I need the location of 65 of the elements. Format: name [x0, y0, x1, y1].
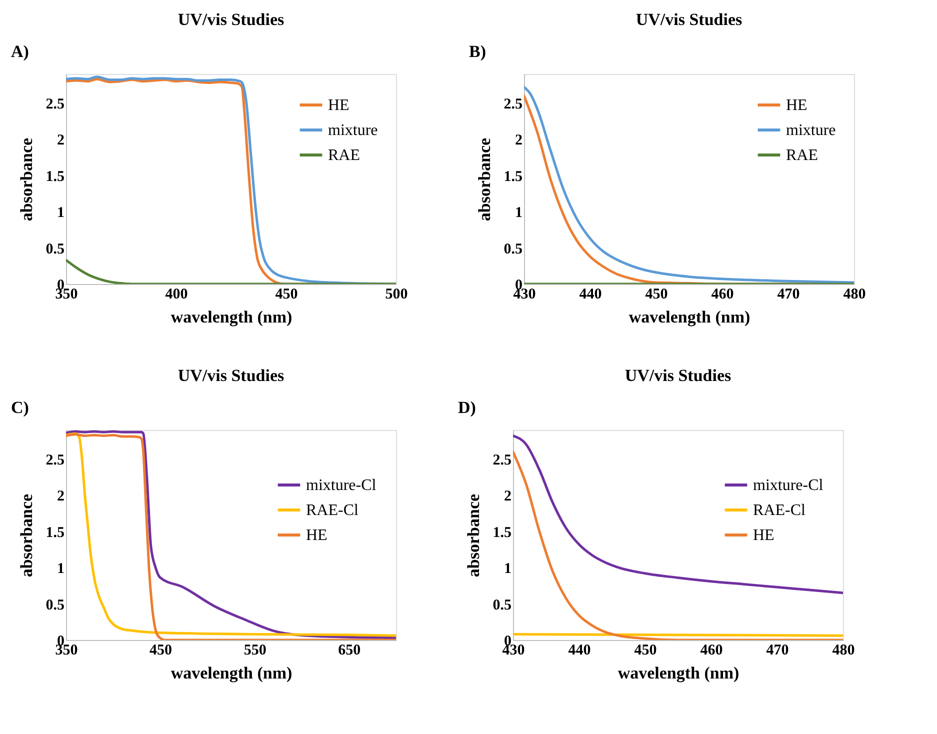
legend-label: mixture — [786, 122, 836, 139]
x-axis-title: wavelength (nm) — [170, 308, 292, 326]
text: C) — [11, 398, 29, 417]
chart-title: UV/vis Studies — [178, 366, 285, 385]
y-tick-label: 1 — [57, 205, 64, 222]
y-tick-label: 2 — [515, 132, 522, 149]
y-tick-label: 1.5 — [46, 524, 64, 541]
legend-label: RAE — [786, 147, 818, 164]
y-tick-label: 2.5 — [46, 452, 64, 468]
x-tick-label: 460 — [700, 642, 723, 658]
x-tick-label: 450 — [634, 642, 657, 658]
y-tick-label: 1 — [57, 561, 64, 578]
x-axis-title: wavelength (nm) — [628, 308, 750, 326]
x-tick-label: 450 — [645, 286, 668, 302]
y-tick-label: 0.5 — [492, 597, 512, 614]
y-axis-title: absorbance — [464, 493, 483, 578]
x-tick-label: 550 — [244, 642, 266, 658]
x-tick-label: 400 — [165, 286, 188, 302]
x-axis-title: wavelength (nm) — [170, 664, 292, 682]
x-tick-label: 470 — [766, 642, 789, 658]
y-tick-label: 0.5 — [46, 241, 64, 258]
legend-label: RAE-Cl — [753, 502, 806, 519]
y-tick-label: 2.5 — [46, 96, 64, 112]
x-tick-label: 450 — [275, 286, 298, 302]
chart-title: UV/vis Studies — [636, 10, 743, 29]
x-tick-label: 440 — [568, 642, 591, 658]
y-axis-title: absorbance — [16, 493, 36, 578]
x-tick-label: 480 — [832, 642, 855, 658]
legend-label: HE — [306, 527, 328, 544]
chart-title: UV/vis Studies — [178, 10, 285, 29]
legend-label: mixture — [328, 122, 378, 139]
y-tick-label: 1.5 — [46, 168, 64, 185]
x-tick-label: 460 — [711, 286, 734, 302]
y-tick-label: 2 — [57, 488, 64, 505]
y-tick-label: 2.5 — [492, 452, 512, 468]
x-tick-label: 450 — [150, 642, 172, 658]
legend-label: HE — [753, 527, 774, 544]
y-tick-label: 1.5 — [492, 524, 512, 541]
legend-label: HE — [328, 97, 350, 114]
x-tick-label: 480 — [843, 286, 866, 302]
text: B) — [469, 42, 486, 61]
y-tick-label: 1.5 — [504, 168, 522, 185]
legend-label: mixture-Cl — [753, 477, 824, 494]
line-series — [513, 434, 843, 594]
legend-label: RAE-Cl — [306, 502, 359, 519]
x-axis-title: wavelength (nm) — [618, 664, 740, 682]
text: D) — [458, 398, 476, 417]
text: A) — [11, 42, 29, 61]
legend-label: RAE — [328, 147, 360, 164]
y-axis-title: absorbance — [16, 137, 36, 222]
y-tick-label: 0.5 — [504, 241, 522, 258]
x-tick-label: 440 — [579, 286, 602, 302]
y-tick-label: 1 — [515, 205, 522, 222]
y-tick-label: 2 — [57, 132, 64, 149]
y-tick-label: 0.5 — [46, 597, 64, 614]
legend-label: HE — [786, 97, 808, 114]
x-tick-label: 650 — [338, 642, 361, 658]
y-axis-title: absorbance — [474, 137, 494, 222]
legend-label: mixture-Cl — [306, 477, 377, 494]
x-tick-label: 500 — [385, 286, 408, 302]
x-tick-label: 470 — [777, 286, 800, 302]
y-tick-label: 2.5 — [504, 96, 522, 112]
y-tick-label: 1 — [504, 561, 512, 578]
y-tick-label: 2 — [504, 488, 512, 505]
chart-title: UV/vis Studies — [624, 366, 732, 385]
